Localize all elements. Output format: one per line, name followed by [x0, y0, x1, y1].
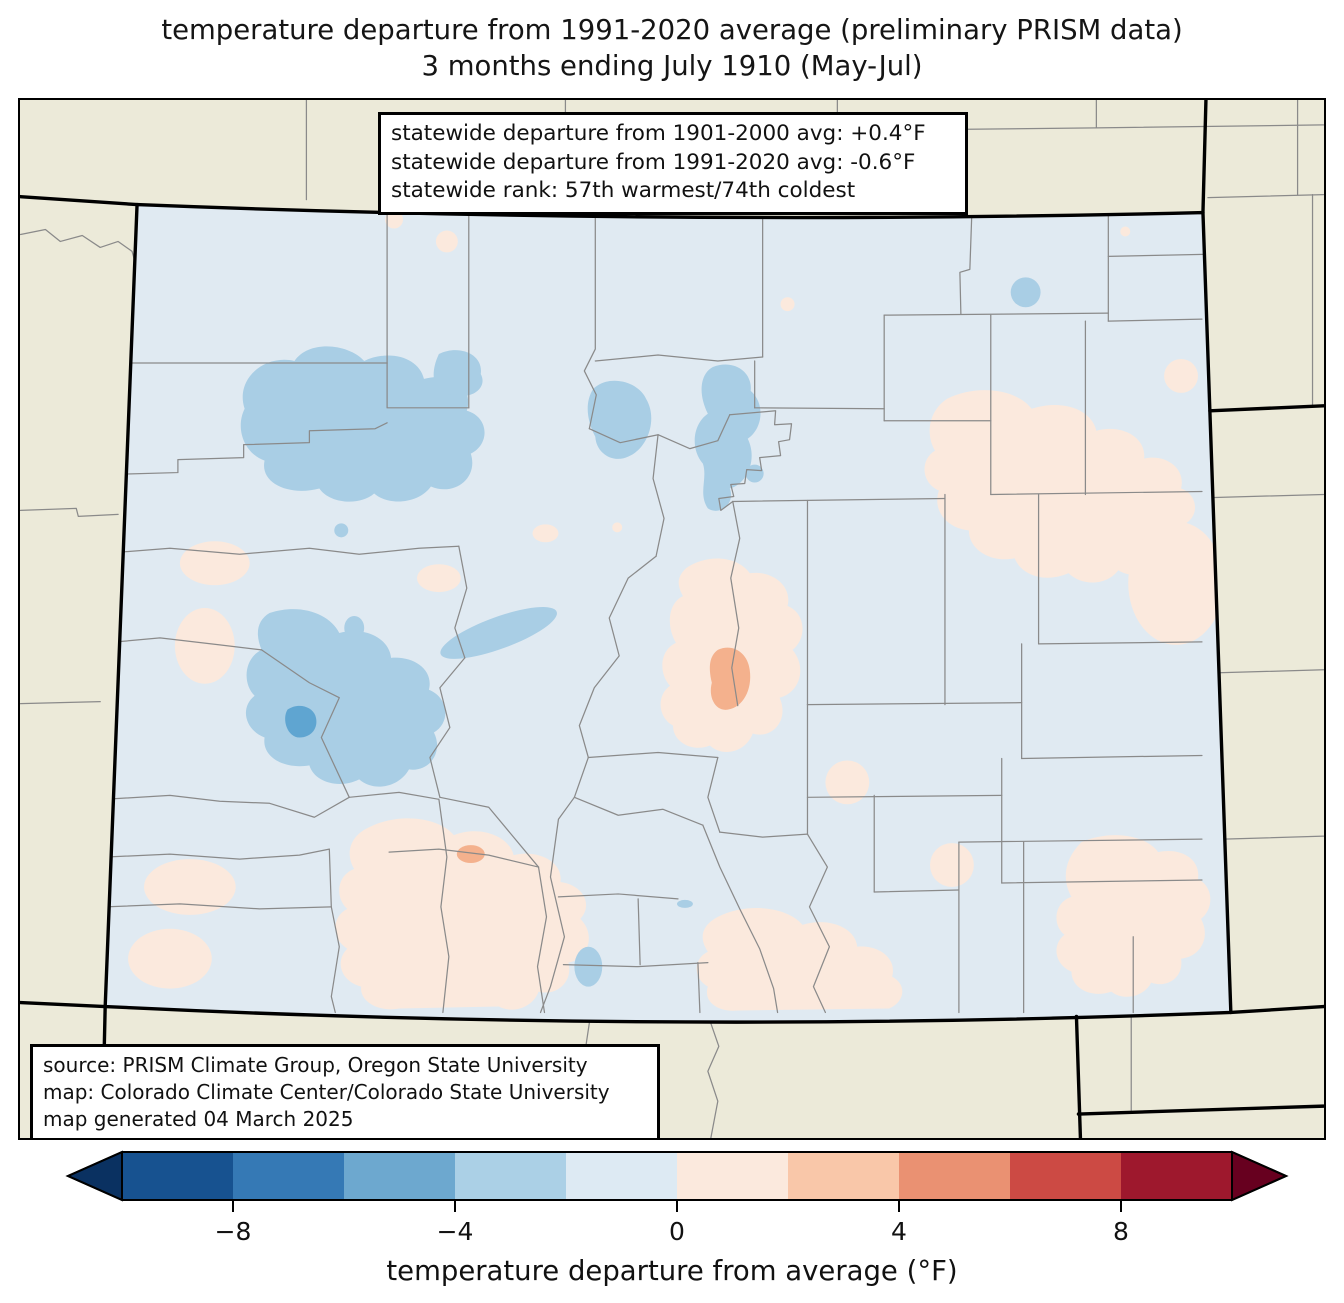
- colorbar-segment: [566, 1152, 678, 1200]
- colorbar-segment: [455, 1152, 567, 1200]
- out-of-state-county-lines: [20, 100, 1324, 1138]
- oklahoma-newmexico-border: [1074, 1014, 1083, 1138]
- stats-line-2: statewide departure from 1991-2020 avg: …: [391, 149, 916, 175]
- nebraska-kansas-border: [1208, 404, 1324, 413]
- colorbar-segment: [1121, 1152, 1233, 1200]
- colorbar-tick-label: 8: [1113, 1217, 1129, 1246]
- colorbar-segment: [788, 1152, 900, 1200]
- colorbar: −8 −4 0 4 8 temperature departure from avera…: [0, 1140, 1344, 1299]
- cool-anomaly-patches: [240, 277, 1041, 987]
- colorbar-tick-label: −4: [437, 1217, 474, 1246]
- colorbar-tick-label: −8: [215, 1217, 252, 1246]
- kansas-oklahoma-border: [1229, 1004, 1324, 1015]
- colorbar-tick-label: 4: [891, 1217, 907, 1246]
- statewide-stats-box: statewide departure from 1901-2000 avg: …: [378, 112, 968, 215]
- colorbar-outline: [65, 1151, 1289, 1201]
- colorbar-segment: [899, 1152, 1011, 1200]
- colorbar-extend-low-arrow: [65, 1150, 123, 1202]
- county-lines: [105, 209, 1204, 1014]
- source-attribution-box: source: PRISM Climate Group, Oregon Stat…: [30, 1044, 660, 1138]
- colorbar-segment: [122, 1152, 234, 1200]
- cool-core-spot: [285, 705, 317, 738]
- warm-anomaly-patches: [128, 210, 1224, 1011]
- source-line-2: map: Colorado Climate Center/Colorado St…: [43, 1080, 610, 1104]
- figure-title-line1: temperature departure from 1991-2020 ave…: [161, 14, 1183, 46]
- colorbar-segments: [122, 1152, 1233, 1200]
- colorbar-segment: [1010, 1152, 1122, 1200]
- stats-line-3: statewide rank: 57th warmest/74th coldes…: [391, 178, 856, 204]
- colorado-map: [20, 100, 1324, 1138]
- warm-core-spot: [709, 647, 751, 710]
- wyoming-utah-border: [20, 194, 139, 207]
- wyoming-nebraska-border: [1201, 100, 1208, 215]
- anomaly-patches: [128, 210, 1224, 1011]
- source-line-1: source: PRISM Climate Group, Oregon Stat…: [43, 1053, 588, 1077]
- oklahoma-texas-border: [1076, 1104, 1324, 1116]
- colorbar-segment: [677, 1152, 789, 1200]
- colorbar-tick-label: 0: [669, 1217, 685, 1246]
- colorbar-extend-high-arrow: [1231, 1150, 1289, 1202]
- stats-line-1: statewide departure from 1901-2000 avg: …: [391, 121, 926, 146]
- figure-title-line2: 3 months ending July 1910 (May-Jul): [421, 50, 923, 83]
- figure-title: temperature departure from 1991-2020 ave…: [0, 12, 1344, 85]
- colorbar-ticks: −8 −4 0 4 8: [215, 1200, 1129, 1246]
- colorbar-segment: [233, 1152, 345, 1200]
- source-line-3: map generated 04 March 2025: [43, 1107, 354, 1131]
- state-borders: [20, 100, 1324, 1138]
- colorbar-axis-label: temperature departure from average (°F): [386, 1255, 957, 1287]
- utah-arizona-border: [20, 1000, 107, 1009]
- colorbar-segment: [344, 1152, 456, 1200]
- map-axes: statewide departure from 1901-2000 avg: …: [18, 98, 1326, 1140]
